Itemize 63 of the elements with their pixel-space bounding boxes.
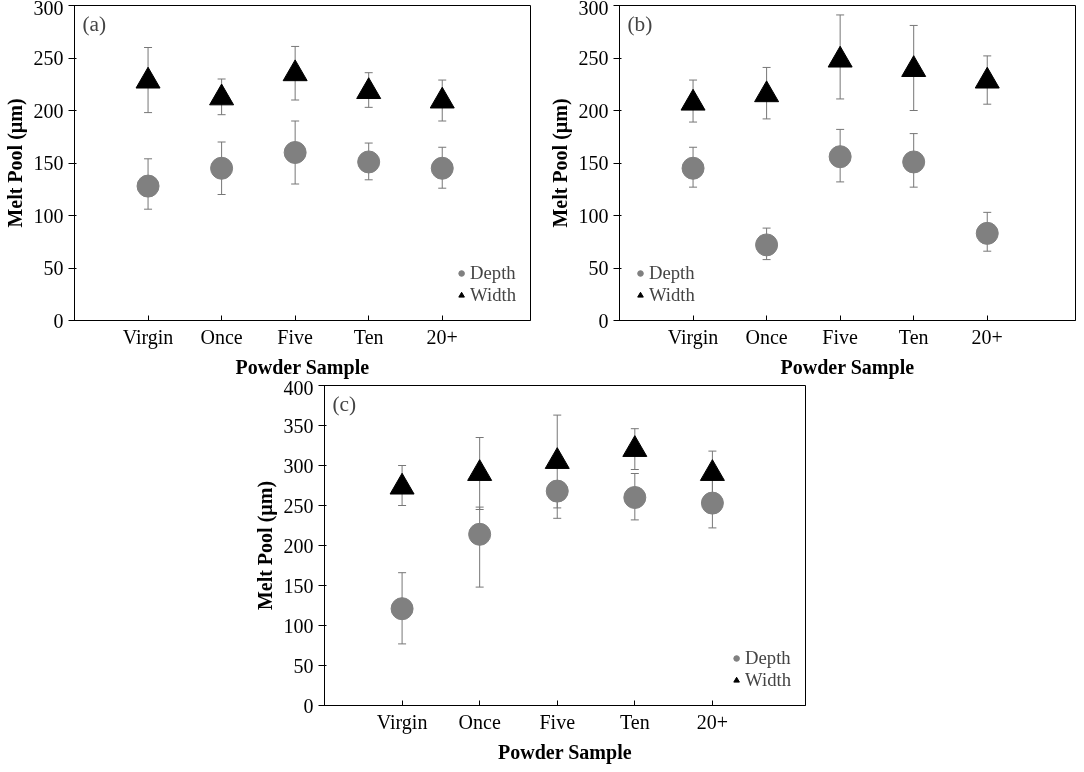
y-tick-label: 200 xyxy=(33,99,64,122)
x-tick-label: Ten xyxy=(619,710,650,733)
x-tick-label: Virgin xyxy=(667,325,719,349)
y-tick-label: 100 xyxy=(578,204,609,227)
y-tick-label: 300 xyxy=(283,454,314,477)
y-axis-title: Melt Pool (µm) xyxy=(3,98,27,228)
point xyxy=(828,145,852,169)
legend-label: Depth xyxy=(745,647,791,669)
x-axis-title: Powder Sample xyxy=(498,740,632,764)
y-tick-label: 250 xyxy=(33,47,64,69)
x-tick-label: Once xyxy=(200,325,243,348)
point xyxy=(681,156,705,180)
y-tick-label: 400 xyxy=(283,376,314,399)
x-tick-label: Once xyxy=(458,710,501,733)
y-tick-label: 200 xyxy=(283,534,314,557)
legend-label: Width xyxy=(470,284,516,306)
x-tick-label: Ten xyxy=(353,325,384,348)
legend-label: Depth xyxy=(649,262,695,284)
x-tick-label: Five xyxy=(822,325,859,348)
legend-label: Depth xyxy=(470,262,516,284)
x-tick-label: 20+ xyxy=(426,325,458,348)
point xyxy=(974,66,1000,89)
y-tick-label: 150 xyxy=(578,152,609,174)
legend-label: Width xyxy=(649,284,695,306)
legend-label: Width xyxy=(745,669,791,691)
y-tick-label: 300 xyxy=(578,0,609,19)
x-tick-label: Ten xyxy=(898,325,929,348)
point xyxy=(901,55,927,77)
y-tick-label: 50 xyxy=(43,257,64,279)
point xyxy=(680,88,706,111)
y-tick-label: 300 xyxy=(33,0,64,19)
y-tick-label: 0 xyxy=(303,694,314,717)
y-tick-label: 50 xyxy=(293,654,314,677)
y-tick-label: 100 xyxy=(283,614,314,637)
point xyxy=(902,150,926,174)
y-tick-label: 200 xyxy=(578,99,609,122)
y-tick-label: 0 xyxy=(598,309,609,332)
y-axis-title: Melt Pool (µm) xyxy=(253,480,277,611)
x-tick-label: Five xyxy=(539,710,576,733)
y-tick-label: 150 xyxy=(33,152,64,174)
x-axis-title: Powder Sample xyxy=(780,355,915,379)
point xyxy=(827,45,853,68)
y-tick-label: 50 xyxy=(588,257,609,279)
y-tick-label: 0 xyxy=(53,309,64,332)
x-axis-title: Powder Sample xyxy=(235,355,370,379)
y-tick-label: 350 xyxy=(283,414,314,437)
y-tick-label: 250 xyxy=(578,47,609,69)
x-tick-label: Virgin xyxy=(122,325,174,349)
point xyxy=(975,221,999,245)
annotation: (a) xyxy=(82,11,107,36)
y-tick-label: 150 xyxy=(283,574,314,597)
x-tick-label: 20+ xyxy=(696,710,729,733)
point xyxy=(755,233,779,257)
y-tick-label: 250 xyxy=(283,494,314,517)
x-tick-label: Five xyxy=(277,325,314,348)
y-axis-title: Melt Pool (µm) xyxy=(548,98,572,228)
x-tick-label: Once xyxy=(745,325,788,348)
y-tick-label: 100 xyxy=(33,204,64,227)
x-tick-label: 20+ xyxy=(971,325,1003,348)
x-tick-label: Virgin xyxy=(376,710,428,734)
annotation: (c) xyxy=(332,391,357,416)
annotation: (b) xyxy=(627,11,653,36)
point xyxy=(754,80,780,103)
